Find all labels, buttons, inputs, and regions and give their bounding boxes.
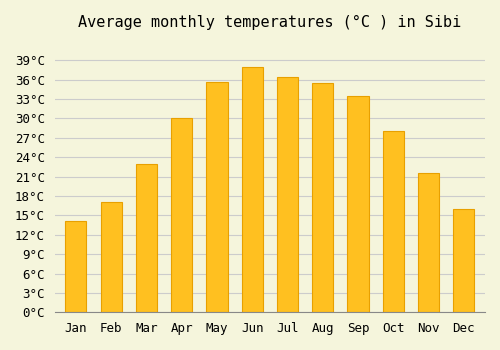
Bar	[418, 173, 439, 312]
Bar	[382, 131, 404, 312]
Bar	[66, 220, 86, 312]
Bar	[242, 67, 263, 312]
Title: Average monthly temperatures (°C ) in Sibi: Average monthly temperatures (°C ) in Si…	[78, 15, 462, 30]
Bar	[348, 96, 368, 312]
Bar	[206, 82, 228, 312]
Bar	[171, 118, 192, 312]
Bar	[312, 83, 334, 312]
Bar	[136, 164, 157, 312]
Bar	[454, 209, 474, 312]
Bar	[100, 202, 121, 312]
Bar	[277, 77, 298, 312]
